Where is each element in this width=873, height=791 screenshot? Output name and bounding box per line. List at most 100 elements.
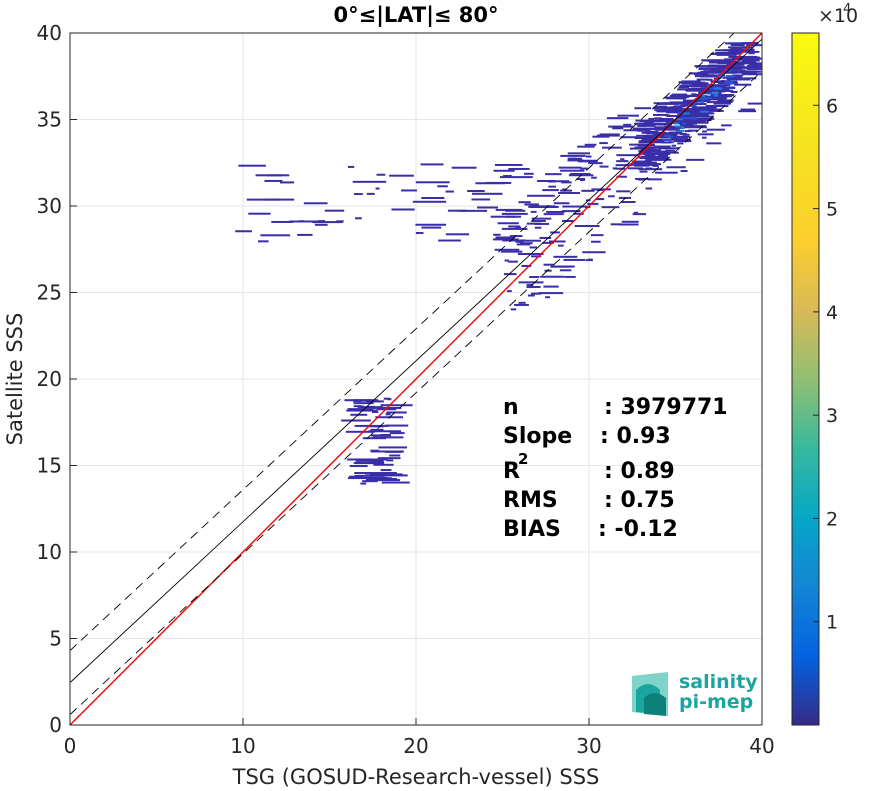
density-bin xyxy=(684,88,690,91)
density-bin xyxy=(650,158,672,161)
density-bin xyxy=(644,154,656,157)
y-axis-label: Satellite SSS xyxy=(3,313,27,446)
density-bin-dense xyxy=(677,113,683,116)
density-bin xyxy=(503,175,512,178)
density-bin xyxy=(362,480,378,483)
density-bin xyxy=(561,181,572,184)
density-bin xyxy=(746,68,762,71)
density-bin xyxy=(524,172,534,175)
density-bin xyxy=(620,136,638,139)
density-bin xyxy=(680,170,688,173)
density-bin xyxy=(634,107,652,110)
density-bin xyxy=(490,215,516,218)
density-bin xyxy=(354,474,385,477)
density-bin xyxy=(689,115,704,118)
density-bin xyxy=(695,119,712,122)
density-bin xyxy=(711,108,722,111)
density-bin xyxy=(721,51,728,54)
density-bin xyxy=(353,462,384,465)
density-bin xyxy=(664,125,682,128)
density-bin xyxy=(542,189,559,192)
density-bin xyxy=(610,223,621,226)
density-bin xyxy=(376,173,386,176)
density-bin xyxy=(360,482,367,485)
density-bin xyxy=(618,223,639,226)
density-bin xyxy=(370,428,384,431)
density-bin xyxy=(267,174,282,177)
density-bin xyxy=(669,110,687,113)
density-bin xyxy=(702,130,707,133)
density-bin xyxy=(471,198,491,201)
density-bin-dense xyxy=(681,112,690,115)
density-bin xyxy=(504,259,509,262)
density-bin xyxy=(730,62,756,65)
density-bin xyxy=(729,80,738,83)
density-bin xyxy=(682,121,697,124)
density-bin xyxy=(673,140,692,143)
density-bin xyxy=(722,49,738,52)
density-bin xyxy=(415,181,450,184)
density-bin xyxy=(691,106,717,109)
stat-rms-label: RMS xyxy=(503,488,558,513)
stat-n-label: n xyxy=(503,395,519,420)
density-bin xyxy=(389,432,405,435)
density-bin xyxy=(627,167,643,170)
x-axis-label: TSG (GOSUD-Research-vessel) SSS xyxy=(232,765,600,789)
density-bin xyxy=(668,141,674,144)
stat-bias-value: : -0.12 xyxy=(598,517,678,542)
density-bin xyxy=(721,124,732,127)
density-bin xyxy=(671,135,691,138)
density-bin xyxy=(599,165,609,168)
density-bin xyxy=(694,75,713,78)
density-bin xyxy=(715,100,733,103)
density-bin xyxy=(746,50,760,53)
density-bin xyxy=(518,281,544,284)
density-bin xyxy=(717,61,740,64)
density-bin xyxy=(420,163,444,166)
density-bin xyxy=(621,220,639,223)
density-bin xyxy=(538,292,564,295)
density-bin xyxy=(558,166,582,169)
density-bin xyxy=(688,89,696,92)
density-bin xyxy=(677,108,682,111)
y-tick-label: 0 xyxy=(49,713,62,737)
density-bin xyxy=(380,469,392,472)
density-bin xyxy=(722,76,731,79)
density-bin xyxy=(596,134,620,137)
density-bin xyxy=(476,206,498,209)
density-bin xyxy=(751,56,757,59)
density-bin xyxy=(271,220,294,223)
density-bin xyxy=(667,138,691,141)
density-bin xyxy=(547,180,570,183)
density-bin xyxy=(529,205,559,208)
density-bin xyxy=(697,133,714,136)
density-bin xyxy=(711,88,730,91)
density-bin xyxy=(531,219,546,222)
density-bin xyxy=(655,117,663,120)
density-bin xyxy=(641,131,667,134)
density-scatter xyxy=(235,41,762,485)
density-bin-dense xyxy=(698,97,708,100)
density-bin xyxy=(730,44,745,47)
density-bin xyxy=(711,60,736,63)
density-bin xyxy=(736,56,760,59)
density-bin xyxy=(661,141,672,144)
density-bin xyxy=(354,472,388,475)
density-bin xyxy=(543,213,564,216)
density-bin xyxy=(681,95,707,98)
density-bin xyxy=(698,67,716,70)
density-bin xyxy=(501,227,528,230)
density-bin xyxy=(682,124,689,127)
density-bin xyxy=(742,73,762,76)
density-bin xyxy=(732,48,755,51)
density-bin xyxy=(585,259,593,262)
density-bin xyxy=(696,78,709,81)
density-bin xyxy=(548,240,566,243)
density-bin xyxy=(544,269,552,272)
density-bin xyxy=(350,413,368,416)
colorbar-exponent-power: 4 xyxy=(843,2,851,17)
density-bin xyxy=(312,221,343,224)
density-bin xyxy=(691,93,697,96)
density-bin xyxy=(528,286,541,289)
density-bin-dense xyxy=(701,94,706,97)
